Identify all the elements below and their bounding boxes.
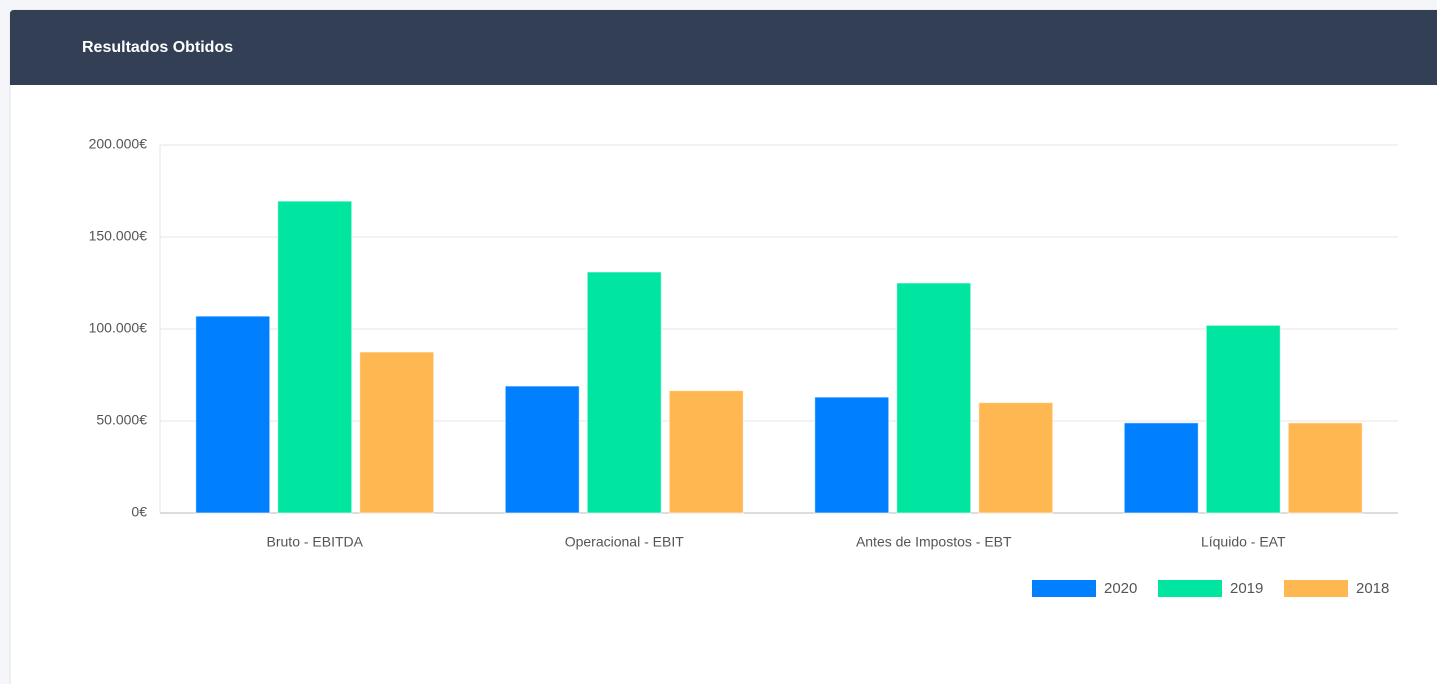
bar [1287,422,1363,514]
y-tick-label: 200.000€ [89,136,148,152]
bar [978,402,1054,514]
bar [1123,422,1199,514]
legend-swatch [1284,580,1348,597]
card-header [10,10,1437,85]
x-tick-label: Bruto - EBITDA [267,534,364,550]
bar [586,271,662,514]
bar [896,282,972,514]
y-tick-label: 150.000€ [89,228,148,244]
legend-swatch [1158,580,1222,597]
chart-title: Resultados Obtidos [82,39,233,56]
legend-swatch [1032,580,1096,597]
legend-label: 2019 [1230,580,1263,597]
legend-label: 2020 [1104,580,1137,597]
bar [668,390,744,514]
x-tick-label: Antes de Impostos - EBT [856,534,1012,550]
bar [277,200,353,514]
y-tick-label: 0€ [131,504,147,520]
x-tick-label: Líquido - EAT [1201,534,1286,550]
bar [359,351,435,514]
bar [504,385,580,514]
y-tick-label: 100.000€ [89,320,148,336]
bar [814,396,890,514]
legend-label: 2018 [1356,580,1389,597]
y-tick-label: 50.000€ [96,412,147,428]
x-tick-label: Operacional - EBIT [565,534,684,550]
bar [1205,324,1281,514]
bar [195,315,271,514]
